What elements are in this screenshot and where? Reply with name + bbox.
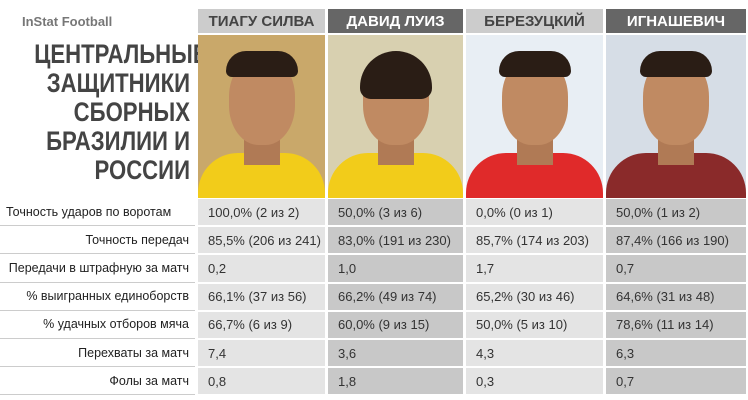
photo-hair: [359, 51, 432, 99]
player-name: ДАВИД ЛУИЗ: [328, 9, 463, 33]
value-cell: 78,6% (11 из 14): [606, 311, 746, 338]
value-cell: 0,7: [606, 368, 746, 395]
player-photo: [198, 35, 325, 198]
title: ЦЕНТРАЛЬНЫЕ ЗАЩИТНИКИ СБОРНЫХ БРАЗИЛИИ И РОС…: [34, 39, 208, 185]
brand: InStat Football: [22, 14, 113, 29]
value-cell: 100,0% (2 из 2): [198, 199, 325, 226]
row-label: Точность передач: [0, 226, 195, 255]
value-cell: 0,0% (0 из 1): [466, 199, 603, 226]
value-cell: 83,0% (191 из 230): [328, 227, 463, 254]
photo-hair: [498, 51, 571, 77]
row-label: % выигранных единоборств: [0, 283, 195, 311]
value-cell: 50,0% (3 из 6): [328, 199, 463, 226]
value-cell: 6,3: [606, 340, 746, 367]
value-cell: 0,8: [198, 368, 325, 395]
player-photo: [606, 35, 746, 198]
row-label: Перехваты за матч: [0, 339, 195, 368]
player-photo: [328, 35, 463, 198]
value-cell: 1,7: [466, 255, 603, 282]
player-photo: [466, 35, 603, 198]
title-line: ЦЕНТРАЛЬНЫЕ: [34, 39, 208, 69]
title-line: РОССИИ: [94, 155, 190, 185]
value-cell: 60,0% (9 из 15): [328, 311, 463, 338]
value-cell: 66,1% (37 из 56): [198, 283, 325, 310]
player-name: ТИАГУ СИЛВА: [198, 9, 325, 33]
value-cell: 87,4% (166 из 190): [606, 227, 746, 254]
value-cell: 85,7% (174 из 203): [466, 227, 603, 254]
title-line: БРАЗИЛИИ И: [46, 126, 190, 156]
value-cell: 66,2% (49 из 74): [328, 283, 463, 310]
title-line: СБОРНЫХ: [73, 97, 190, 127]
value-cell: 65,2% (30 из 46): [466, 283, 603, 310]
value-cell: 50,0% (1 из 2): [606, 199, 746, 226]
value-cell: 7,4: [198, 340, 325, 367]
title-line: ЗАЩИТНИКИ: [46, 68, 190, 98]
value-cell: 0,2: [198, 255, 325, 282]
row-label: % удачных отборов мяча: [0, 311, 195, 339]
row-label: Передачи в штрафную за матч: [0, 254, 195, 283]
photo-hair: [225, 51, 298, 77]
row-label: Точность ударов по воротам: [0, 198, 195, 227]
photo-hair: [640, 51, 712, 77]
value-cell: 0,3: [466, 368, 603, 395]
value-cell: 4,3: [466, 340, 603, 367]
value-cell: 1,0: [328, 255, 463, 282]
row-label: Фолы за матч: [0, 367, 195, 396]
value-cell: 3,6: [328, 340, 463, 367]
value-cell: 0,7: [606, 255, 746, 282]
player-name: БЕРЕЗУЦКИЙ: [466, 9, 603, 33]
value-cell: 85,5% (206 из 241): [198, 227, 325, 254]
player-name: ИГНАШЕВИЧ: [606, 9, 746, 33]
value-cell: 1,8: [328, 368, 463, 395]
value-cell: 64,6% (31 из 48): [606, 283, 746, 310]
value-cell: 50,0% (5 из 10): [466, 311, 603, 338]
value-cell: 66,7% (6 из 9): [198, 311, 325, 338]
